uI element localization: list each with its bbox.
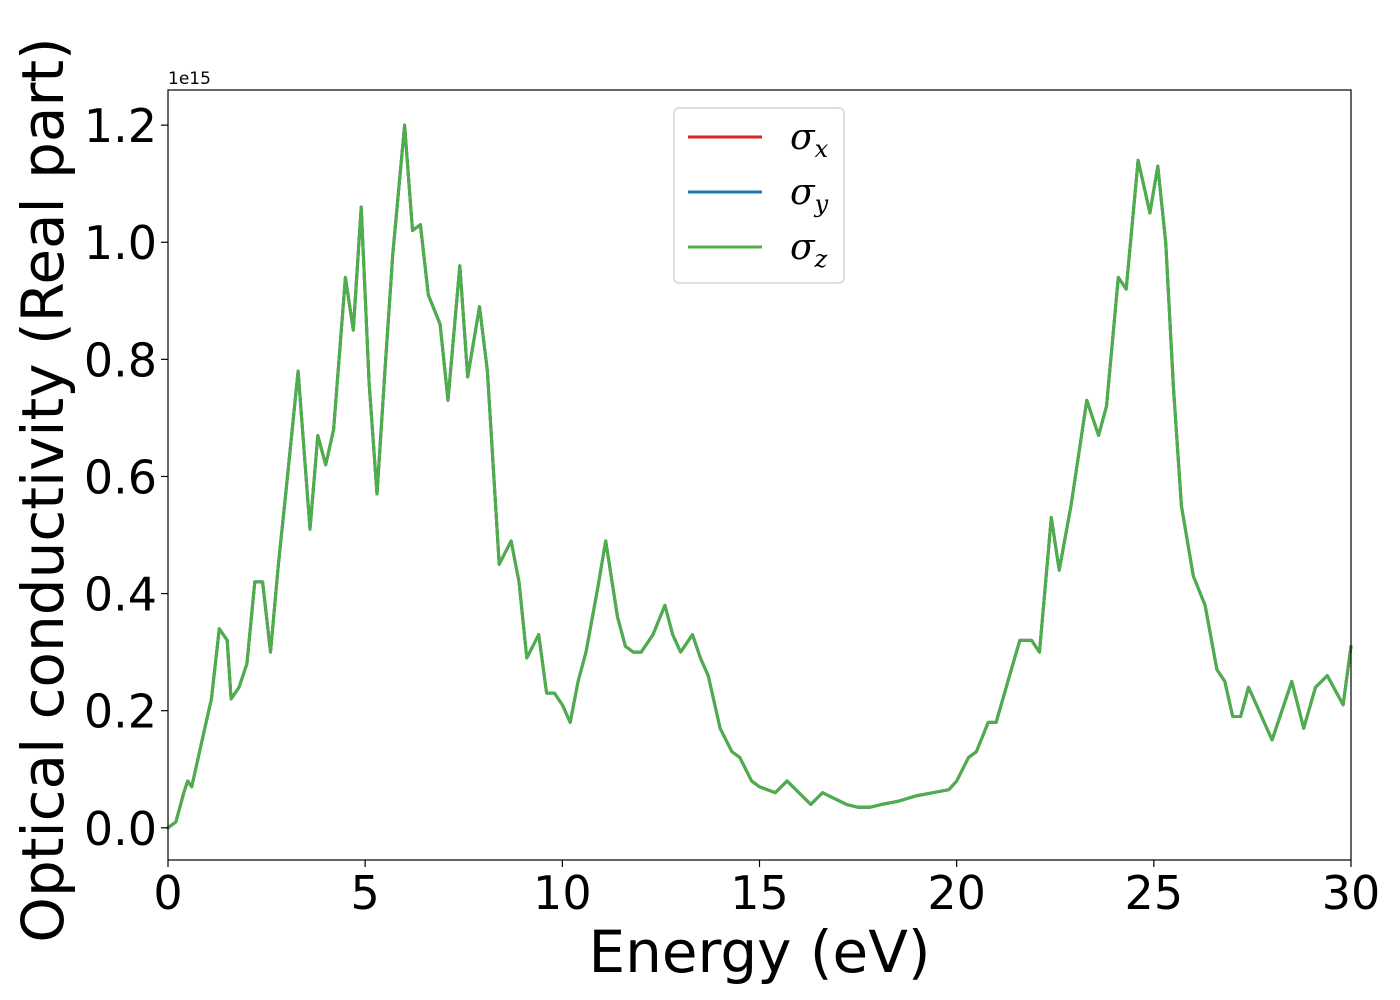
y-tick-label: 1.0 <box>84 216 157 270</box>
legend-entry-x: σx <box>790 117 829 163</box>
y-tick-label: 1.2 <box>84 99 157 153</box>
y-offset-label: 1e15 <box>168 69 211 89</box>
series-line-z <box>166 123 1353 830</box>
y-axis-label: Optical conductivity (Real part) <box>9 37 77 942</box>
x-axis: 0 5 10 15 20 25 30 <box>153 860 1380 920</box>
x-tick-label: 15 <box>730 866 789 920</box>
y-axis: 0.0 0.2 0.4 0.6 0.8 1.0 1.2 <box>84 99 168 856</box>
x-tick-label: 25 <box>1125 866 1184 920</box>
x-tick-label: 0 <box>153 866 182 920</box>
x-tick-label: 20 <box>927 866 986 920</box>
legend-box <box>673 107 845 284</box>
y-tick-label: 0.2 <box>84 685 157 739</box>
legend-entry-z: σz <box>790 227 828 273</box>
x-tick-label: 30 <box>1322 866 1381 920</box>
x-tick-label: 10 <box>533 866 592 920</box>
legend: σx σy σz <box>673 107 845 284</box>
x-axis-label: Energy (eV) <box>588 918 930 986</box>
y-tick-label: 0.6 <box>84 450 157 504</box>
y-tick-label: 0.4 <box>84 568 157 622</box>
x-tick-label: 5 <box>351 866 380 920</box>
y-tick-label: 0.8 <box>84 333 157 387</box>
y-tick-label: 0.0 <box>84 802 157 856</box>
series-layer <box>166 123 1353 830</box>
legend-entry-y: σy <box>790 172 829 218</box>
